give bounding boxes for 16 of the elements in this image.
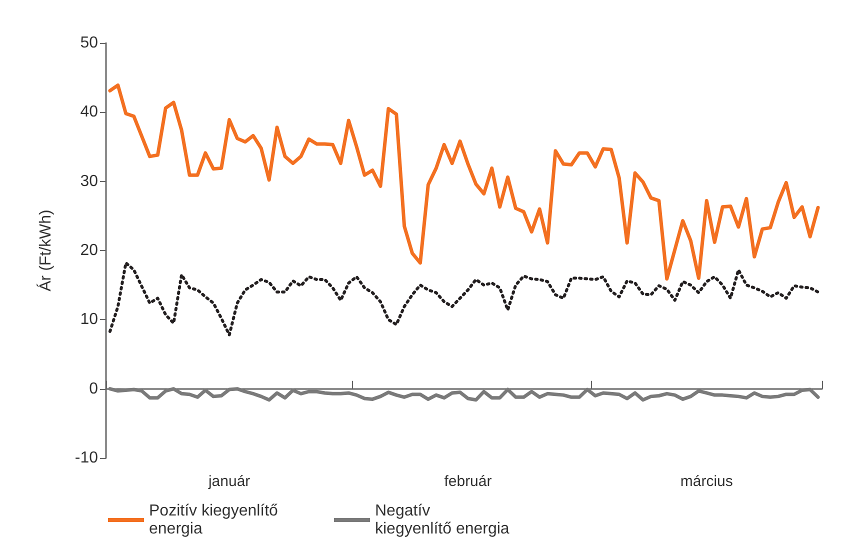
legend-label: Negatív kiegyenlítő energia bbox=[375, 502, 510, 538]
line-series bbox=[108, 387, 820, 402]
y-tick-label: 0 bbox=[89, 380, 98, 398]
line-series bbox=[108, 83, 820, 281]
y-axis-title: Ár (Ft/kWh) bbox=[36, 210, 54, 292]
legend-label: Pozitív kiegyenlítő energia bbox=[149, 502, 282, 538]
line-series bbox=[108, 261, 820, 336]
y-tick-label: 30 bbox=[80, 172, 98, 190]
y-tick-label: 40 bbox=[80, 104, 98, 121]
x-tick-label: március bbox=[680, 473, 733, 490]
x-tick-label: február bbox=[444, 473, 492, 490]
y-tick-label: -10 bbox=[74, 450, 98, 466]
y-tick-label: 20 bbox=[80, 242, 98, 259]
x-tick-label: január bbox=[207, 473, 250, 490]
y-tick-label: 50 bbox=[80, 34, 98, 52]
y-tick-label: 10 bbox=[80, 311, 98, 328]
